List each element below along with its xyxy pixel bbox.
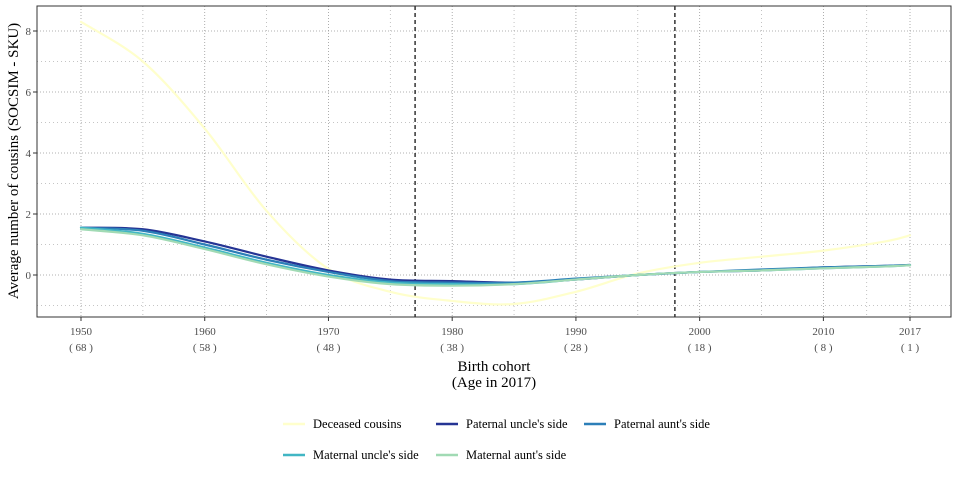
series-line-1 [79,20,912,306]
plot-panel [37,6,951,317]
x-tick-age-label: ( 48 ) [317,342,341,354]
x-axis-ticks: 1950 ( 68 ) 1960 ( 58 ) 1970 ( 48 ) 1980 ( 38 )… [69,317,922,354]
plot-border [36,5,952,318]
x-tick-age-label: ( 1 ) [901,342,920,354]
x-tick-label: 1970 [317,326,340,338]
series-line-5 [79,228,912,287]
x-tick-label: 2017 [899,326,922,338]
grid-lines [37,6,951,317]
x-axis-subtitle: (Age in 2017) [452,375,536,391]
x-tick-age-label: ( 8 ) [814,342,833,354]
reference-lines [414,6,676,317]
x-axis-title: Birth cohort [458,359,532,375]
x-tick-age-label: ( 28 ) [564,342,588,354]
x-tick-label: 2010 [812,326,835,338]
series-lines [79,20,912,306]
x-tick-age-label: ( 58 ) [193,342,217,354]
legend-label: Deceased cousins [313,417,402,431]
y-tick-label: 8 [26,26,32,38]
y-tick-label: 0 [26,270,32,282]
x-tick-label: 1990 [565,326,588,338]
x-tick-label: 2000 [689,326,712,338]
x-tick-label: 1960 [194,326,217,338]
y-tick-label: 2 [26,209,32,221]
legend-label: Maternal aunt's side [466,448,567,462]
legend-label: Paternal uncle's side [466,417,568,431]
legend-label: Paternal aunt's side [614,417,710,431]
y-axis-ticks: 0 2 4 6 8 [26,26,37,282]
y-tick-label: 6 [26,87,32,99]
y-tick-label: 4 [26,148,32,160]
y-axis-title: Average number of cousins (SOCSIM - SKU) [6,23,22,299]
x-tick-age-label: ( 18 ) [688,342,712,354]
x-tick-age-label: ( 38 ) [440,342,464,354]
legend-label: Maternal uncle's side [313,448,419,462]
x-tick-age-label: ( 68 ) [69,342,93,354]
x-tick-label: 1950 [70,326,93,338]
x-tick-label: 1980 [441,326,464,338]
legend: Deceased cousins Paternal uncle's side Pat… [283,417,710,462]
